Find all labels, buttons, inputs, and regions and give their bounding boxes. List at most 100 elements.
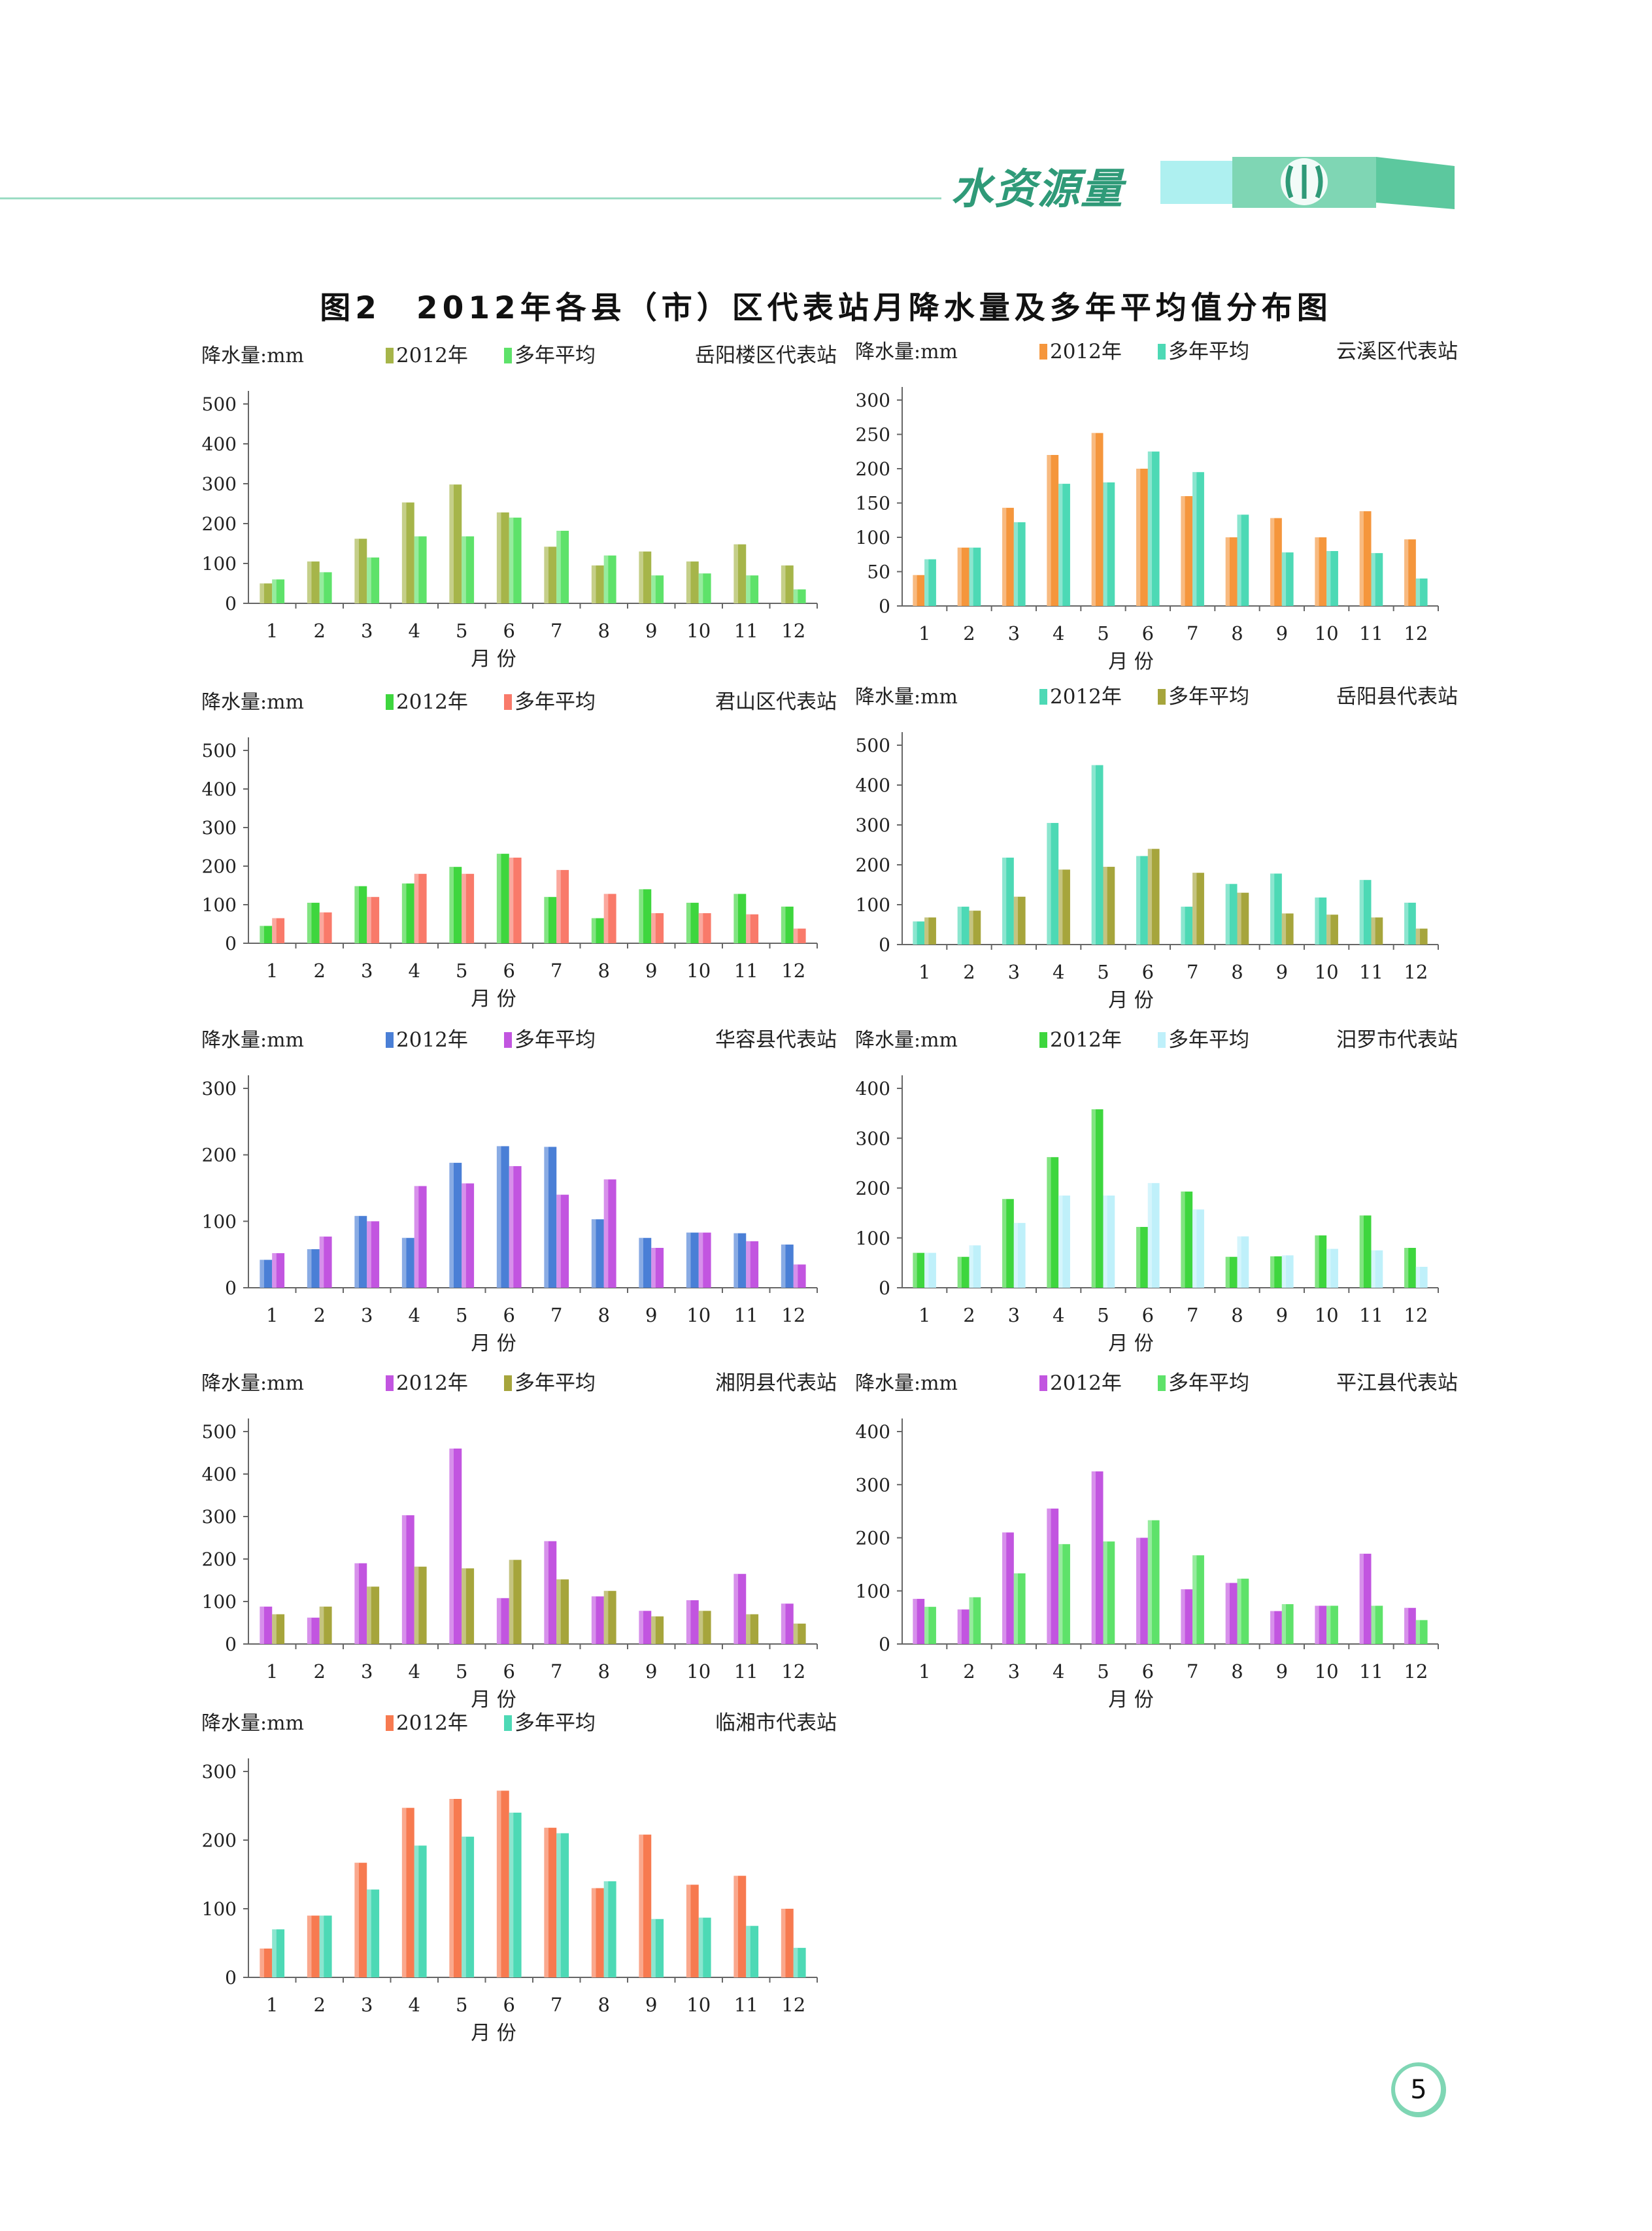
bar-highlight xyxy=(1091,765,1096,945)
y-tick-label: 400 xyxy=(202,1464,237,1485)
bar xyxy=(603,894,616,943)
bar xyxy=(1315,897,1327,945)
bar xyxy=(1181,496,1193,606)
chart-title: 岳阳楼区代表站 xyxy=(695,344,837,367)
x-tick-label: 7 xyxy=(550,1660,562,1683)
legend-label: 2012年 xyxy=(1050,340,1122,363)
bar-highlight xyxy=(401,1515,407,1644)
bar xyxy=(1013,1573,1026,1644)
x-tick-label: 8 xyxy=(1231,1660,1243,1683)
chart-pingjiang: 降水量:mm 2012年 多年平均 平江县代表站 0 100 200 300 400 1 2 3 4 5 6… xyxy=(850,1366,1471,1719)
x-tick-label: 3 xyxy=(361,620,373,642)
bar-highlight xyxy=(913,1252,917,1288)
bar-highlight xyxy=(1181,907,1185,945)
bar xyxy=(367,1221,380,1288)
legend-label: 2012年 xyxy=(1050,1371,1122,1395)
x-tick-label: 2 xyxy=(314,960,326,982)
bar-highlight xyxy=(1013,522,1019,606)
section-title: 水资源量 xyxy=(951,165,1124,214)
x-tick-label: 2 xyxy=(963,622,975,645)
y-tick-label: 100 xyxy=(856,894,890,916)
bar xyxy=(698,1917,711,1977)
bar-highlight xyxy=(1225,537,1230,606)
header-band xyxy=(1160,157,1455,209)
x-axis-label: 月 份 xyxy=(471,1332,516,1355)
bar-highlight xyxy=(260,1606,264,1644)
x-tick-label: 2 xyxy=(314,1304,326,1326)
bar xyxy=(401,883,414,943)
bar xyxy=(1326,1249,1338,1288)
x-tick-label: 10 xyxy=(686,960,711,982)
x-tick-label: 3 xyxy=(1008,1304,1020,1326)
x-tick-label: 10 xyxy=(686,1994,711,2016)
bar-highlight xyxy=(651,913,656,943)
bar xyxy=(1270,1611,1282,1644)
bar xyxy=(1270,1256,1282,1288)
chart-title: 华容县代表站 xyxy=(715,1028,837,1052)
x-tick-label: 5 xyxy=(456,1994,467,2016)
bar xyxy=(1281,1255,1294,1288)
x-tick-label: 12 xyxy=(781,960,805,982)
x-axis-label: 月 份 xyxy=(471,2022,516,2045)
bar-highlight xyxy=(651,1248,656,1288)
bar xyxy=(698,1611,711,1644)
chart-huarong: 降水量:mm 2012年 多年平均 华容县代表站 0 100 200 300 1 2 3 4 5 6 7 8 9… xyxy=(196,1023,850,1363)
bar xyxy=(401,1807,414,1977)
legend-label: 多年平均 xyxy=(514,1371,596,1395)
x-tick-label: 4 xyxy=(409,620,420,642)
bar-highlight xyxy=(686,561,691,603)
bar xyxy=(414,1186,427,1288)
bar-highlight xyxy=(698,913,703,943)
y-tick-label: 300 xyxy=(856,1128,890,1149)
x-tick-label: 10 xyxy=(1315,1660,1339,1683)
legend-label: 多年平均 xyxy=(514,690,596,714)
y-tick-label: 100 xyxy=(856,1581,890,1602)
y-axis-label: 降水量:mm xyxy=(855,341,958,363)
bar-highlight xyxy=(913,575,917,606)
bar-highlight xyxy=(272,1929,277,1977)
bar-highlight xyxy=(969,1245,973,1288)
bar xyxy=(1415,1266,1428,1288)
bar xyxy=(651,913,664,943)
bar-highlight xyxy=(1404,1607,1409,1644)
y-tick-label: 0 xyxy=(225,1634,237,1655)
bar-highlight xyxy=(746,1926,750,1977)
bar-highlight xyxy=(496,1146,501,1288)
x-tick-label: 1 xyxy=(919,961,930,983)
bar xyxy=(354,539,367,603)
bar xyxy=(319,572,332,603)
legend-label: 2012年 xyxy=(396,1371,468,1395)
bar-highlight xyxy=(1359,511,1364,606)
bar-highlight xyxy=(260,583,264,603)
bar xyxy=(307,1249,320,1288)
header-band-tail xyxy=(1376,157,1455,209)
bar xyxy=(1047,1508,1059,1644)
bar xyxy=(1058,1544,1070,1644)
bar xyxy=(913,575,925,606)
bar-highlight xyxy=(591,918,596,943)
x-tick-label: 6 xyxy=(1142,1304,1154,1326)
bar xyxy=(354,1216,367,1288)
y-axis-label: 降水量:mm xyxy=(201,1712,304,1735)
x-tick-label: 10 xyxy=(686,1660,711,1683)
bar xyxy=(1147,451,1160,606)
bar-highlight xyxy=(449,1449,454,1644)
bar xyxy=(509,1166,522,1288)
bar-highlight xyxy=(544,1541,548,1644)
bar-highlight xyxy=(509,858,514,943)
chart-yueyang-county: 降水量:mm 2012年 多年平均 岳阳县代表站 0 100 200 300 400 500 1 2 3… xyxy=(850,680,1471,1020)
y-tick-label: 300 xyxy=(856,1474,890,1496)
x-tick-label: 2 xyxy=(963,1304,975,1326)
bar xyxy=(1091,765,1104,945)
y-tick-label: 100 xyxy=(202,553,237,575)
x-tick-label: 11 xyxy=(734,1994,758,2016)
x-axis-label: 月 份 xyxy=(471,1688,516,1711)
bar-highlight xyxy=(1326,1249,1331,1288)
x-tick-label: 9 xyxy=(1276,1304,1288,1326)
page-number: 5 xyxy=(1391,2062,1446,2117)
bar-highlight xyxy=(1103,867,1107,945)
x-tick-label: 8 xyxy=(598,620,610,642)
bar xyxy=(1281,913,1294,945)
